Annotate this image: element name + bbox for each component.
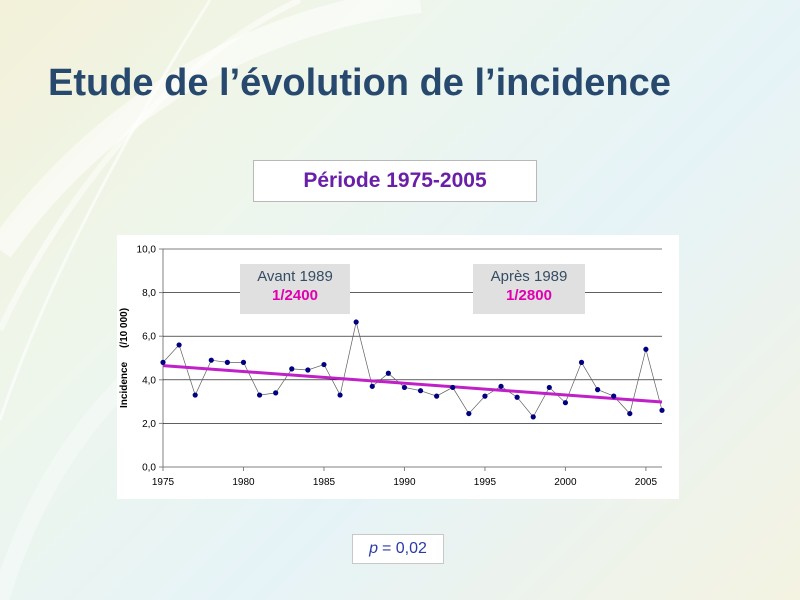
x-tick-label: 2005	[635, 477, 658, 488]
x-tick-label: 1990	[393, 477, 416, 488]
data-point	[337, 392, 343, 398]
x-tick-label: 1995	[474, 477, 497, 488]
annotation-after-label: Après 1989	[490, 268, 568, 285]
data-point	[289, 366, 295, 372]
data-point	[385, 370, 391, 376]
annotation-after-1989: Après 1989 1/2800	[473, 264, 585, 314]
data-point	[434, 393, 440, 399]
x-tick-label: 2000	[554, 477, 577, 488]
data-point	[417, 388, 424, 394]
x-tick-label: 1980	[232, 477, 255, 488]
x-tick-label: 1975	[152, 477, 175, 488]
p-value-text: = 0,02	[381, 540, 427, 557]
y-tick-label: 0,0	[142, 463, 156, 474]
annotation-before-value: 1/2400	[272, 287, 318, 304]
slide-title: Etude de l’évolution de l’incidence	[48, 62, 671, 104]
data-point	[224, 359, 230, 365]
y-tick-label: 4,0	[142, 375, 156, 386]
trend-line	[162, 364, 663, 404]
data-point	[176, 342, 182, 348]
data-point	[611, 393, 617, 399]
chart-panel: Incidence (/10 000) 0,0 2,0 4,0 6,0 8,0 10,0 1…	[117, 235, 679, 499]
data-point	[514, 394, 520, 400]
y-tick-label: 2,0	[142, 419, 156, 430]
incidence-chart: Incidence (/10 000) 0,0 2,0 4,0 6,0 8,0 10,0 1…	[119, 245, 665, 488]
y-tick-label: 10,0	[137, 245, 157, 256]
data-point	[530, 414, 536, 420]
data-point	[353, 319, 359, 325]
data-point	[401, 384, 408, 391]
period-label: Période 1975-2005	[253, 160, 537, 202]
annotation-after-value: 1/2800	[506, 287, 552, 304]
y-tick-label: 6,0	[142, 332, 156, 343]
data-point	[578, 359, 585, 365]
data-point	[160, 359, 166, 365]
data-point	[273, 390, 279, 396]
data-point	[562, 400, 569, 406]
annotation-before-1989: Avant 1989 1/2400	[240, 264, 350, 314]
data-point	[498, 383, 504, 389]
data-point	[208, 357, 214, 363]
data-point	[466, 410, 472, 417]
data-point	[595, 387, 601, 393]
y-tick-label: 8,0	[142, 288, 156, 299]
data-point	[369, 383, 375, 389]
data-point	[305, 367, 311, 373]
p-value-symbol: p	[369, 540, 378, 557]
data-point	[643, 346, 649, 352]
annotation-before-label: Avant 1989	[257, 268, 333, 285]
data-point	[321, 361, 327, 368]
data-point	[546, 384, 552, 391]
x-tick-label: 1985	[313, 477, 336, 488]
data-point	[627, 410, 633, 417]
data-point	[192, 392, 198, 398]
data-point	[240, 359, 247, 365]
data-point	[659, 407, 665, 413]
series-line	[162, 321, 663, 418]
data-point	[450, 384, 456, 391]
data-point	[482, 393, 488, 399]
y-axis-label: Incidence (/10 000)	[119, 308, 130, 408]
p-value-box: p = 0,02	[352, 534, 444, 564]
data-point	[256, 392, 263, 398]
